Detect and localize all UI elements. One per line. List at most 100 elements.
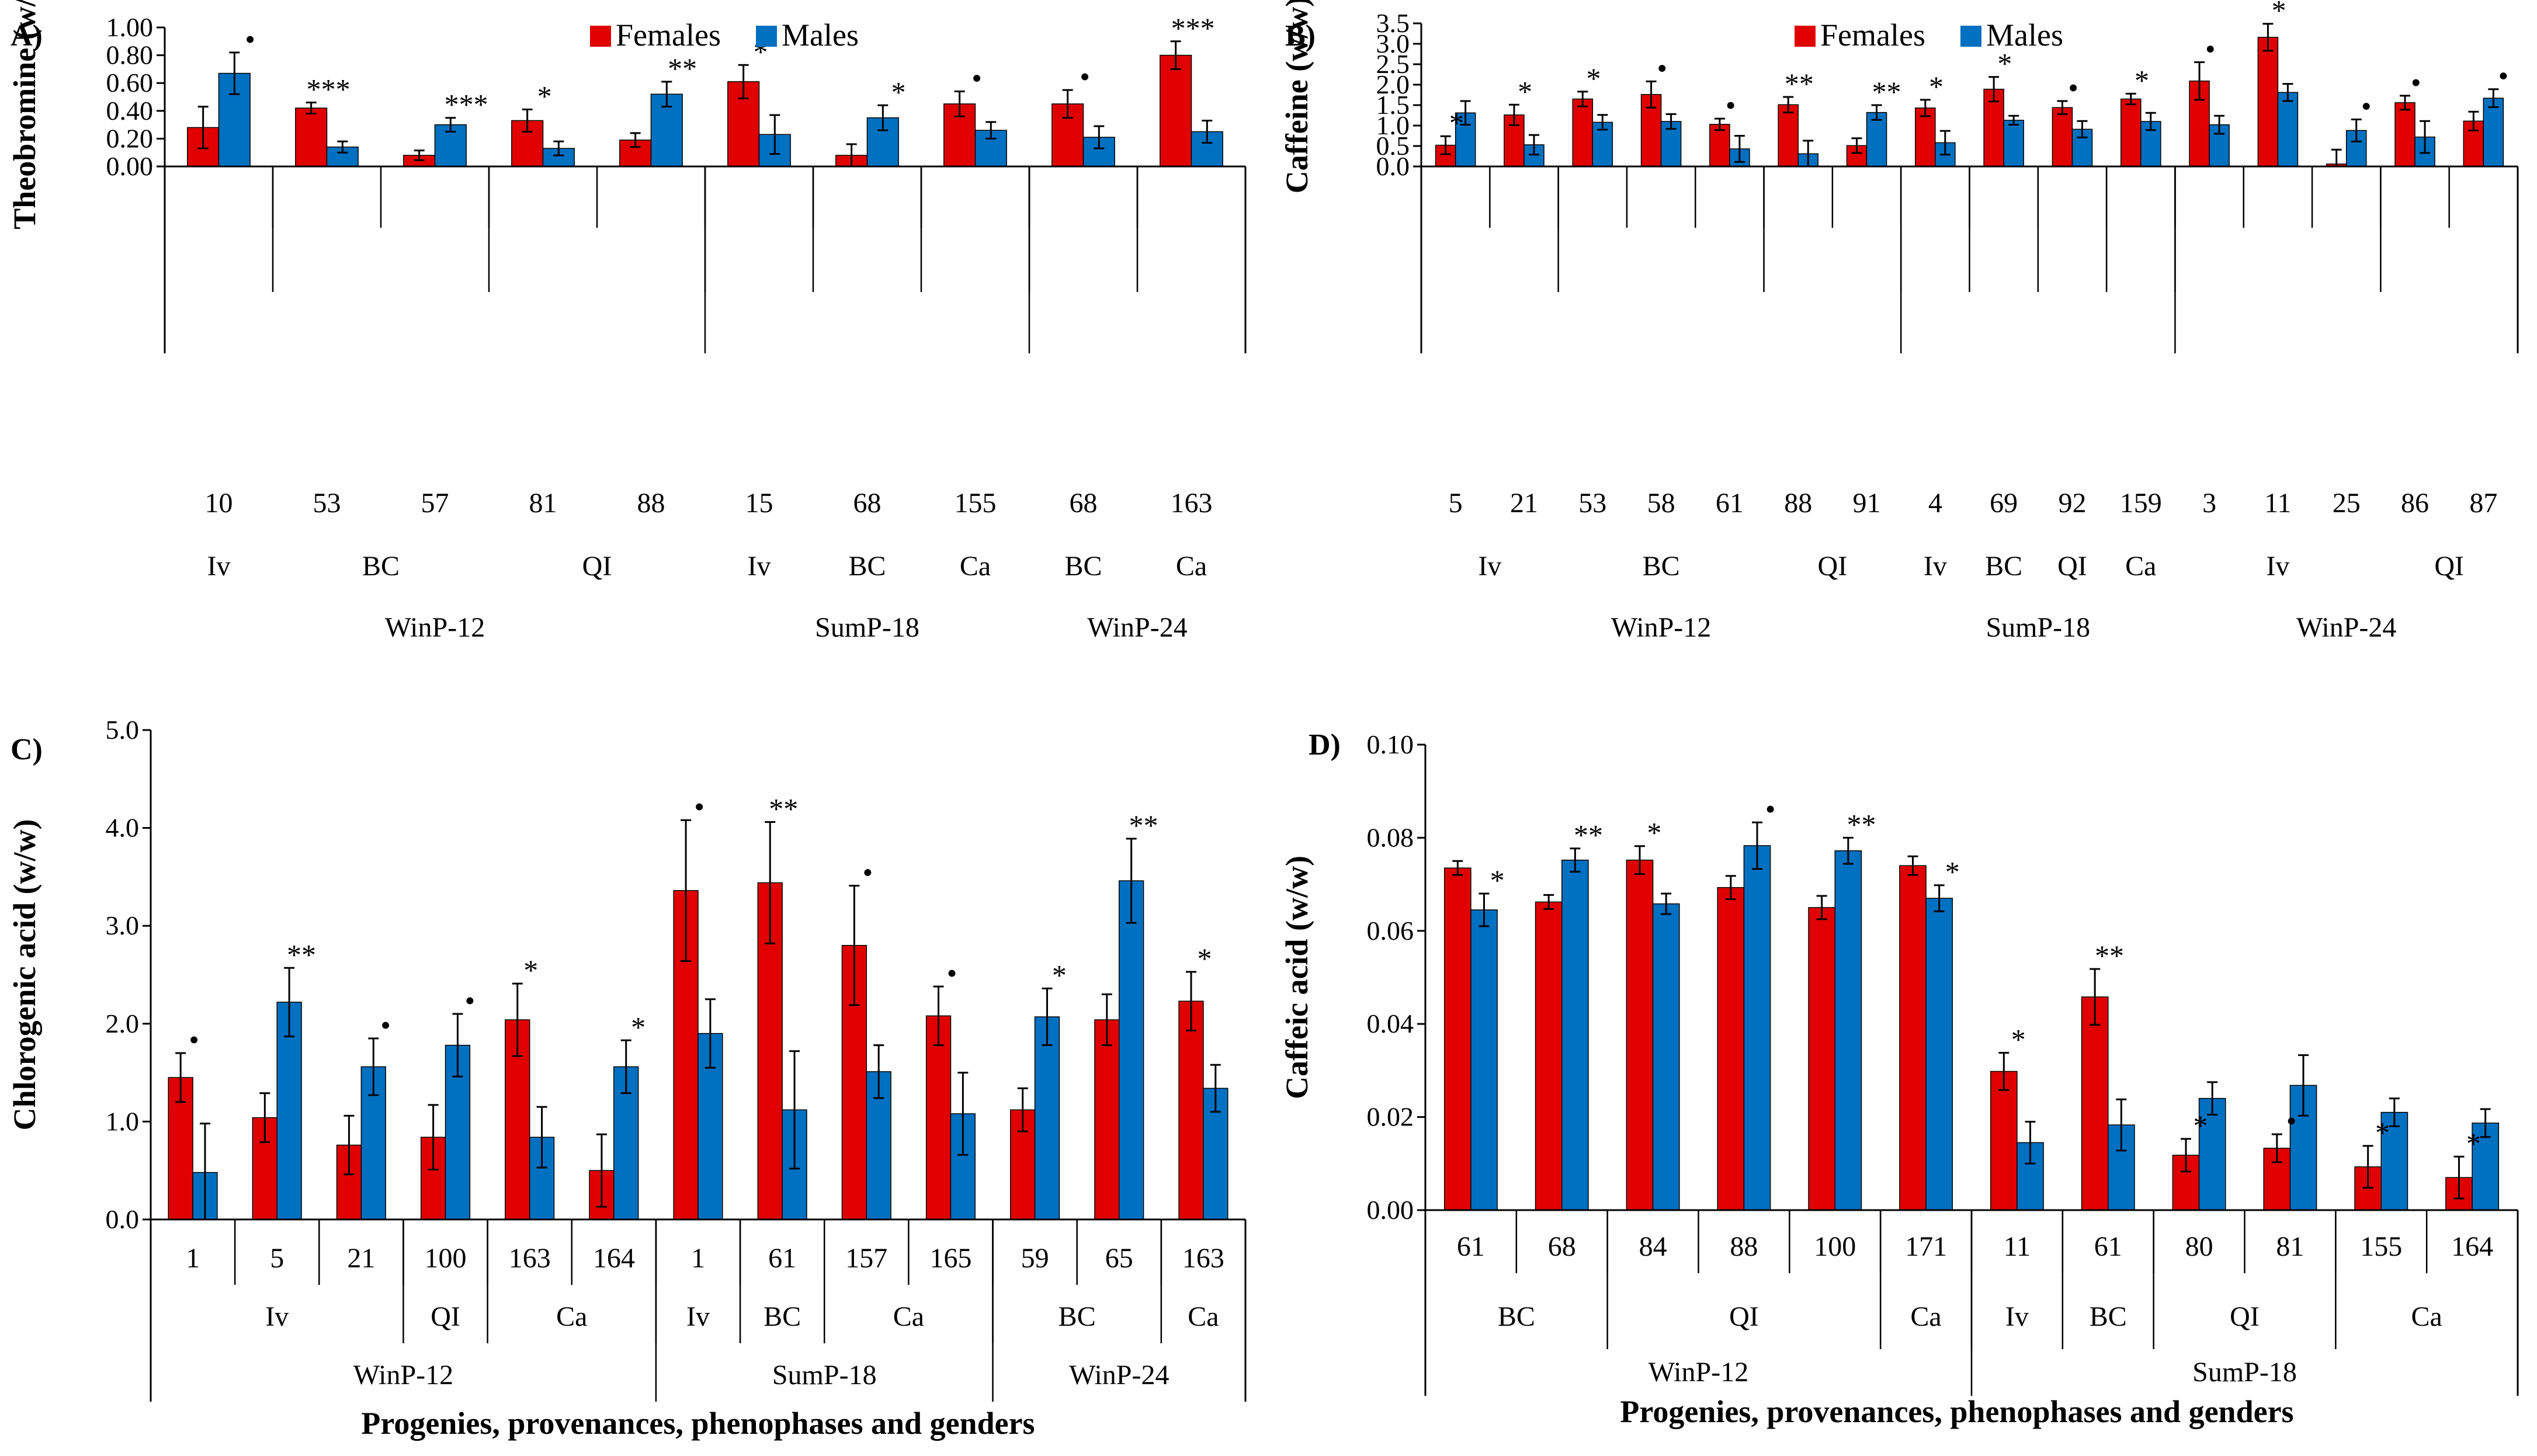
phenophase-label: QI (2434, 551, 2464, 582)
y-tick-label: 0.06 (1367, 916, 1414, 946)
female-bar (1915, 107, 1936, 167)
phenophase-label: BC (1985, 551, 2022, 582)
male-bar (1652, 903, 1680, 1211)
phenophase-label: BC (1643, 551, 1680, 582)
male-bar (2003, 120, 2024, 167)
y-tick-label: 0.00 (1367, 1195, 1414, 1225)
significance-marker: * (1490, 864, 1505, 896)
phenophase-label: Iv (2005, 1301, 2029, 1332)
category-label: 100 (1814, 1231, 1856, 1262)
category-label: 92 (2058, 488, 2086, 519)
significance-marker: * (1449, 106, 1464, 139)
season-label: WinP-12 (1648, 1357, 1748, 1388)
significance-marker: * (523, 954, 538, 986)
category-label: 21 (1510, 488, 1538, 519)
significance-marker: ** (1872, 75, 1901, 108)
category-label: 68 (1070, 488, 1098, 519)
y-tick-label: 0.40 (106, 96, 154, 126)
category-label: 68 (853, 488, 881, 519)
y-tick-label: 2.5 (1376, 49, 1410, 79)
significance-marker: ** (769, 793, 798, 825)
male-bar (1925, 898, 1953, 1211)
significance-marker: * (1997, 47, 2012, 80)
season-label: SumP-18 (772, 1360, 877, 1391)
phenophase-label: BC (1058, 1301, 1096, 1332)
y-tick-label: 0.20 (106, 123, 154, 153)
category-label: 88 (637, 488, 665, 519)
y-axis-label: Caffeic acid (w/w) (1279, 856, 1314, 1099)
phenophase-label: Ca (556, 1301, 587, 1332)
y-tick-label: 1.0 (106, 1106, 140, 1136)
phenophase-label: QI (1729, 1301, 1759, 1332)
significance-marker: * (2466, 1127, 2481, 1159)
category-label: 11 (2264, 488, 2291, 519)
female-bar (2257, 37, 2279, 167)
significance-marker: * (537, 79, 552, 112)
female-bar (1535, 901, 1563, 1211)
chart-panel-2: B)Caffeine (w/w) 0.00.51.01.52.02.53.03.5… (1279, 0, 2519, 643)
category-label: 11 (2004, 1231, 2031, 1262)
category-label: 10 (205, 488, 233, 519)
male-bar (2209, 124, 2230, 167)
y-tick-label: 0.08 (1367, 822, 1414, 852)
significance-marker: * (1929, 70, 1943, 103)
female-bar (1899, 865, 1927, 1211)
y-tick-label: 3.5 (1376, 8, 1410, 38)
significance-marker: * (2135, 64, 2149, 96)
female-bar (1717, 887, 1745, 1211)
phenophase-label: Ca (2411, 1301, 2442, 1332)
panel-label: A) (11, 19, 43, 53)
category-label: 88 (1730, 1231, 1758, 1262)
significance-marker: * (1518, 75, 1532, 107)
category-label: 1 (186, 1243, 200, 1274)
female-bar (1709, 124, 1730, 167)
significance-marker: *** (445, 88, 488, 121)
category-label: 57 (421, 488, 449, 519)
phenophase-label: QI (431, 1301, 460, 1332)
category-label: 5 (270, 1243, 284, 1274)
y-tick-label: 0.80 (106, 40, 154, 70)
y-axis-label: Chlorogenic acid (w/w) (7, 819, 42, 1131)
category-label: 5 (1449, 488, 1463, 519)
y-tick-label: 1.00 (106, 12, 154, 42)
panel-label: D) (1309, 728, 1341, 762)
category-label: 159 (2120, 488, 2162, 519)
phenophase-label: Iv (748, 551, 771, 582)
significance-marker: • (189, 1023, 199, 1056)
legend-label: Males (1986, 18, 2063, 53)
significance-marker: * (2272, 0, 2286, 27)
significance-marker: ** (2095, 939, 2124, 972)
category-label: 81 (2276, 1231, 2304, 1262)
legend-swatch-males (756, 26, 777, 47)
male-bar (1470, 909, 1498, 1211)
category-label: 25 (2333, 488, 2361, 519)
female-bar (2052, 107, 2073, 167)
significance-marker: ** (1129, 809, 1158, 842)
x-axis-title-right: Progenies, provenances, phenophases and … (1620, 1394, 2293, 1429)
category-label: 59 (1021, 1243, 1049, 1274)
male-bar (1834, 850, 1862, 1211)
significance-marker: * (891, 75, 906, 108)
category-label: 157 (845, 1243, 887, 1274)
significance-marker: ** (1785, 67, 1814, 100)
category-label: 155 (2360, 1231, 2402, 1262)
season-label: WinP-24 (2296, 612, 2396, 643)
significance-marker: • (971, 61, 982, 94)
category-label: 61 (2094, 1231, 2122, 1262)
significance-marker: • (2205, 33, 2216, 65)
male-bar (1119, 880, 1144, 1220)
y-tick-label: 4.0 (106, 813, 140, 843)
category-label: 84 (1639, 1231, 1667, 1262)
significance-marker: • (1657, 51, 1668, 84)
phenophase-label: Iv (2266, 551, 2289, 582)
phenophase-label: Ca (1188, 1301, 1219, 1332)
chart-panel-3: C) Chlorogenic acid (w/w) 0.0 1.0 2.0 3.0 4.0 5… (7, 715, 1247, 1402)
legend-label: Males (782, 18, 859, 53)
chart-panel-4: D) Caffeic acid (w/w) 0.00 0.02 0.04 0.06 0.08… (1279, 728, 2519, 1396)
category-label: 87 (2469, 488, 2497, 519)
phenophase-label: Ca (960, 551, 991, 582)
female-bar (2120, 98, 2142, 167)
male-bar (2277, 92, 2299, 167)
category-label: 58 (1647, 488, 1675, 519)
